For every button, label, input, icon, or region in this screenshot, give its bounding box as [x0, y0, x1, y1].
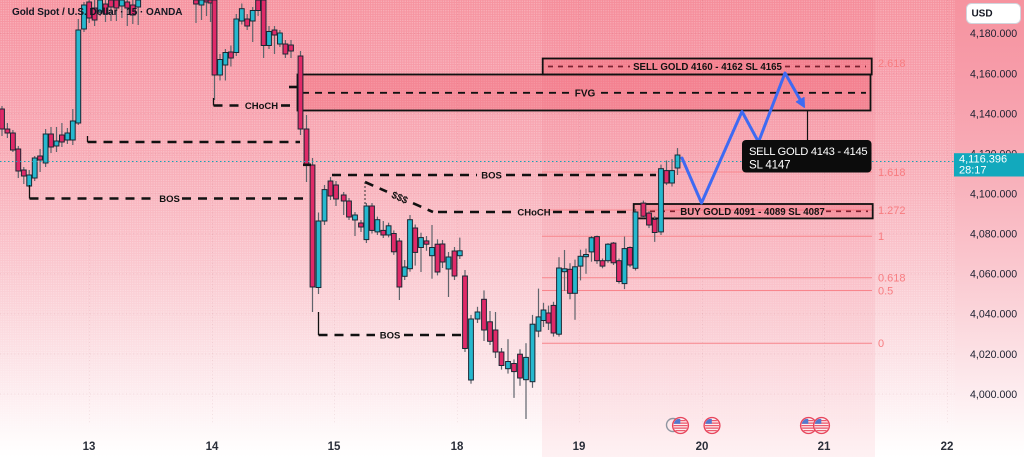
svg-text:$$$: $$$	[390, 190, 410, 207]
svg-text:20: 20	[696, 441, 709, 453]
svg-text:2.618: 2.618	[878, 58, 906, 70]
svg-text:BOS: BOS	[159, 194, 180, 205]
svg-text:4,116.396: 4,116.396	[959, 154, 1007, 166]
svg-text:4,020.000: 4,020.000	[970, 349, 1017, 361]
svg-text:13: 13	[83, 441, 96, 453]
svg-text:BOS: BOS	[380, 331, 401, 342]
svg-text:BUY GOLD 4091 - 4089 SL 4087: BUY GOLD 4091 - 4089 SL 4087	[680, 207, 825, 218]
svg-text:4,140.000: 4,140.000	[970, 108, 1017, 120]
svg-text:28:17: 28:17	[959, 165, 987, 177]
svg-text:4,000.000: 4,000.000	[970, 389, 1017, 401]
svg-text:14: 14	[206, 441, 219, 453]
svg-text:4,160.000: 4,160.000	[970, 68, 1017, 80]
svg-text:SL 4147: SL 4147	[749, 159, 790, 172]
svg-text:0.618: 0.618	[878, 273, 906, 285]
svg-text:CHoCH: CHoCH	[245, 101, 278, 112]
svg-text:SELL GOLD 4143 - 4145: SELL GOLD 4143 - 4145	[749, 146, 867, 158]
svg-text:Gold Spot / U.S. Dollar · 15 ·: Gold Spot / U.S. Dollar · 15 · OANDA	[12, 7, 182, 18]
svg-text:4,100.000: 4,100.000	[970, 188, 1017, 200]
svg-text:15: 15	[328, 441, 341, 453]
svg-text:CHoCH: CHoCH	[517, 208, 550, 219]
svg-text:1: 1	[878, 231, 884, 243]
svg-text:1.272: 1.272	[878, 205, 906, 217]
svg-text:FVG: FVG	[575, 88, 596, 99]
svg-text:4,060.000: 4,060.000	[970, 269, 1017, 281]
svg-text:22: 22	[941, 441, 954, 453]
svg-text:SELL GOLD 4160 - 4162 SL 4165: SELL GOLD 4160 - 4162 SL 4165	[633, 62, 782, 73]
svg-text:0.5: 0.5	[878, 285, 893, 297]
svg-text:4,180.000: 4,180.000	[970, 28, 1017, 40]
svg-text:1.618: 1.618	[878, 167, 906, 179]
svg-text:18: 18	[451, 441, 464, 453]
svg-text:0: 0	[878, 338, 884, 350]
svg-text:4,080.000: 4,080.000	[970, 229, 1017, 241]
svg-text:21: 21	[818, 441, 831, 453]
svg-text:BOS: BOS	[481, 171, 502, 182]
svg-text:USD: USD	[971, 9, 992, 20]
svg-text:4,040.000: 4,040.000	[970, 309, 1017, 321]
svg-text:19: 19	[573, 441, 586, 453]
